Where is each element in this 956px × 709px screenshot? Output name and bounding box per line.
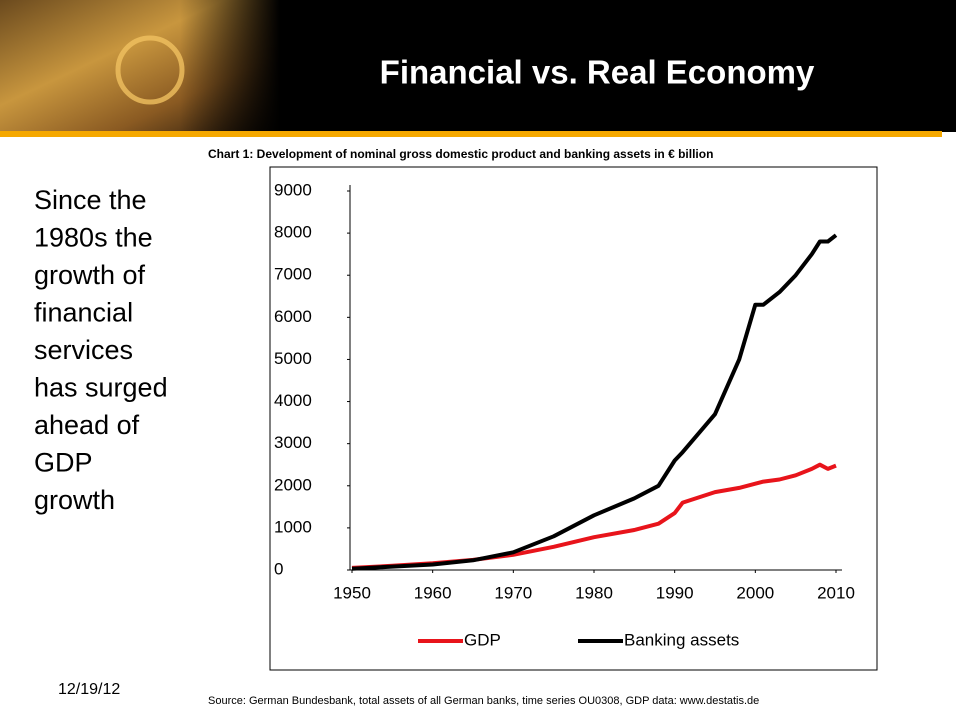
y-tick-label: 5000 xyxy=(274,349,312,368)
y-tick-label: 9000 xyxy=(274,180,312,199)
sidebar-line: has surged xyxy=(34,373,168,403)
legend-label: GDP xyxy=(464,630,501,649)
sidebar-line: growth xyxy=(34,485,115,515)
sidebar-line: growth of xyxy=(34,260,146,290)
sidebar-line: financial xyxy=(34,298,133,328)
series-line xyxy=(351,233,838,571)
compass-icon xyxy=(115,35,185,105)
chart-title: Chart 1: Development of nominal gross do… xyxy=(208,147,713,161)
sidebar-text: Since the 1980s the growth of financial serv… xyxy=(34,185,168,515)
date: 12/19/12 xyxy=(58,681,120,698)
source-note: Source: German Bundesbank, total assets … xyxy=(208,695,759,707)
sidebar-line: Since the xyxy=(34,185,147,215)
sidebar-line: services xyxy=(34,335,133,365)
y-tick-label: 8000 xyxy=(274,223,312,242)
y-tick-label: 1000 xyxy=(274,517,312,536)
sidebar-line: 1980s the xyxy=(34,223,153,253)
x-tick-label: 1970 xyxy=(494,583,532,602)
x-tick-label: 1960 xyxy=(414,583,452,602)
y-tick-label: 3000 xyxy=(274,433,312,452)
legend-label: Banking assets xyxy=(624,630,739,649)
header-rule xyxy=(0,131,942,137)
y-tick-label: 4000 xyxy=(274,391,312,410)
header-image-fade xyxy=(180,0,280,132)
slide-title: Financial vs. Real Economy xyxy=(380,54,815,91)
chart-frame xyxy=(269,166,878,671)
x-tick-label: 1980 xyxy=(575,583,613,602)
x-tick-label: 1990 xyxy=(656,583,694,602)
y-tick-label: 6000 xyxy=(274,307,312,326)
y-tick-label: 2000 xyxy=(274,475,312,494)
sidebar-line: GDP xyxy=(34,448,93,478)
y-tick-label: 7000 xyxy=(274,265,312,284)
sidebar-line: ahead of xyxy=(34,410,140,440)
x-tick-label: 2000 xyxy=(736,583,774,602)
x-tick-label: 2010 xyxy=(817,583,855,602)
x-tick-label: 1950 xyxy=(333,583,371,602)
y-tick-label: 0 xyxy=(274,559,283,578)
